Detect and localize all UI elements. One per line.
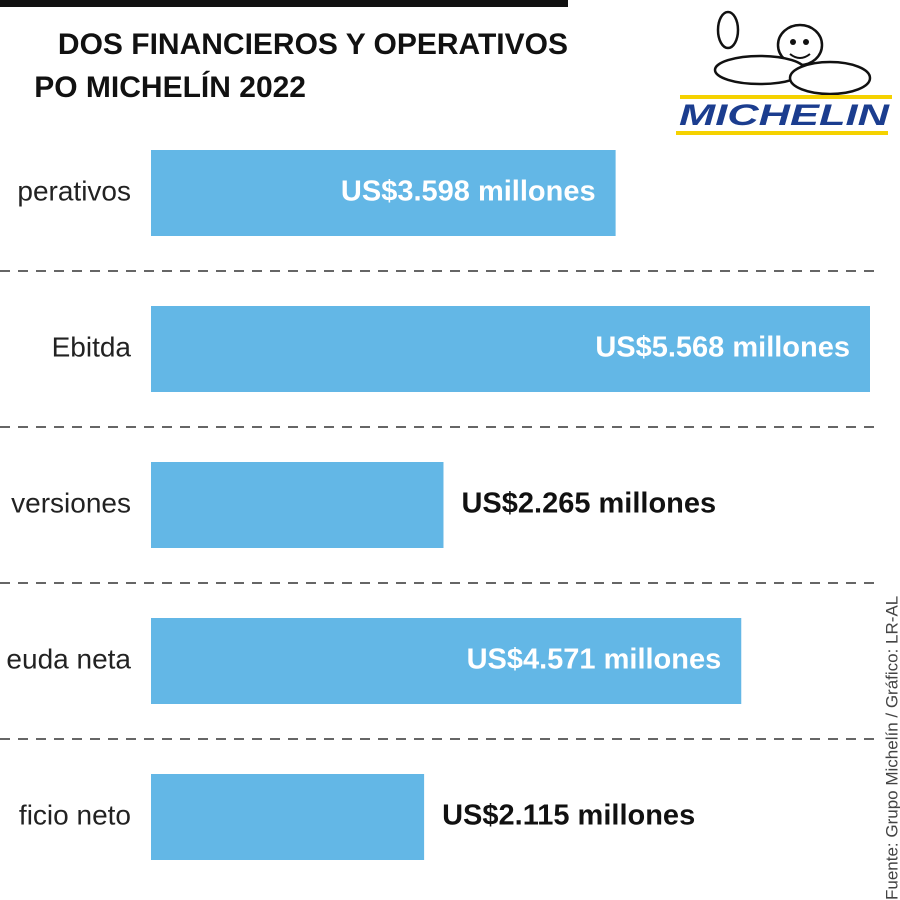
bar [151,618,742,704]
logo-text: MICHELIN [679,99,891,132]
chart-title: PO MICHELÍN 2022 [34,70,306,104]
value-label: US$2.115 millones [442,800,695,832]
category-label: perativos [17,175,131,206]
value-label: US$3.598 millones [341,176,596,208]
logo: MICHELIN [676,10,892,135]
value-label: US$4.571 millones [467,644,722,676]
bar [151,306,870,392]
bar [151,462,444,548]
category-label: versiones [11,487,131,518]
chart-title: DOS FINANCIEROS Y OPERATIVOS [58,28,568,61]
top-rule [0,0,568,7]
source: Fuente: Grupo Michelín / Gráfico: LR-AL [882,596,900,900]
bar [151,774,425,860]
category-label: euda neta [6,643,131,674]
category-label: ficio neto [19,799,131,830]
bar [151,150,616,236]
category-label: Ebitda [52,331,132,362]
value-label: US$5.568 millones [595,332,850,364]
value-label: US$2.265 millones [461,488,716,520]
